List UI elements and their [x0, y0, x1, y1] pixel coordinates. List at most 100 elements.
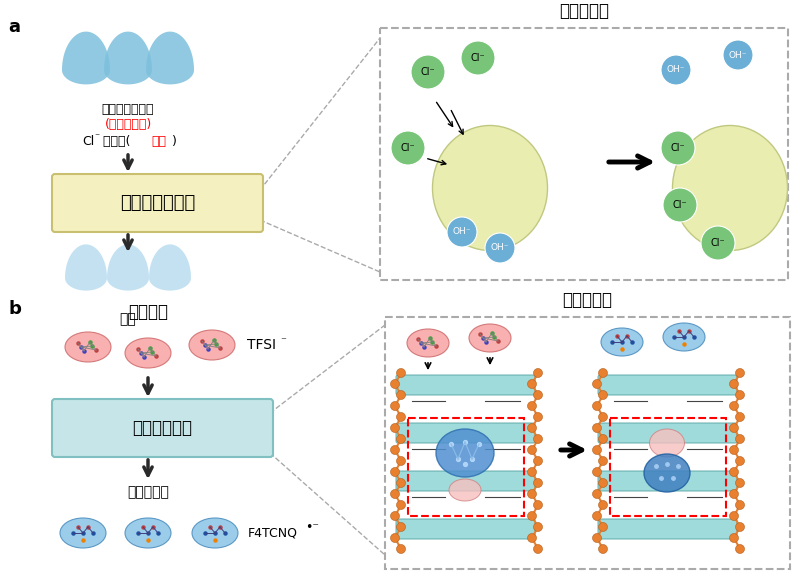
Text: 阴离子交换: 阴离子交换 — [562, 291, 612, 309]
Ellipse shape — [469, 324, 511, 352]
Circle shape — [593, 402, 602, 411]
Text: Cl⁻: Cl⁻ — [710, 238, 726, 248]
Circle shape — [527, 402, 537, 411]
FancyBboxPatch shape — [396, 375, 535, 395]
Polygon shape — [149, 244, 191, 291]
Circle shape — [527, 490, 537, 499]
Ellipse shape — [449, 479, 481, 501]
Circle shape — [598, 391, 607, 399]
Circle shape — [598, 522, 607, 531]
Circle shape — [485, 233, 515, 263]
Polygon shape — [62, 31, 110, 85]
Circle shape — [534, 412, 542, 422]
Circle shape — [661, 131, 695, 165]
Text: ): ) — [172, 135, 177, 148]
Circle shape — [593, 467, 602, 476]
Text: 高分子半导体: 高分子半导体 — [133, 419, 193, 437]
Circle shape — [598, 500, 607, 510]
Circle shape — [527, 534, 537, 542]
Circle shape — [390, 423, 399, 432]
Circle shape — [390, 402, 399, 411]
Ellipse shape — [433, 125, 547, 251]
Circle shape — [730, 402, 738, 411]
Text: 离子: 离子 — [151, 135, 166, 148]
Text: 阴离子交换树脂: 阴离子交换树脂 — [120, 194, 195, 212]
FancyBboxPatch shape — [396, 471, 535, 491]
Text: ⁻: ⁻ — [94, 132, 99, 142]
Circle shape — [534, 456, 542, 466]
Circle shape — [527, 511, 537, 521]
Circle shape — [391, 131, 425, 165]
Polygon shape — [65, 244, 107, 291]
Circle shape — [735, 545, 745, 554]
Circle shape — [397, 500, 406, 510]
Ellipse shape — [673, 125, 787, 251]
Circle shape — [730, 446, 738, 455]
Circle shape — [397, 522, 406, 531]
Circle shape — [661, 55, 691, 85]
Circle shape — [593, 534, 602, 542]
Circle shape — [397, 545, 406, 554]
Text: a: a — [8, 18, 20, 36]
Text: 离子液体: 离子液体 — [128, 303, 168, 321]
Ellipse shape — [60, 518, 106, 548]
Circle shape — [397, 368, 406, 378]
Ellipse shape — [125, 338, 171, 368]
Circle shape — [390, 490, 399, 499]
Circle shape — [411, 55, 445, 89]
Circle shape — [735, 412, 745, 422]
Circle shape — [735, 500, 745, 510]
Text: 阴离子交换: 阴离子交换 — [559, 2, 609, 20]
FancyBboxPatch shape — [598, 519, 737, 539]
FancyBboxPatch shape — [598, 471, 737, 491]
Circle shape — [730, 511, 738, 521]
Text: Cl⁻: Cl⁻ — [673, 200, 687, 210]
Circle shape — [593, 423, 602, 432]
Circle shape — [390, 379, 399, 388]
Polygon shape — [146, 31, 194, 85]
Circle shape — [527, 446, 537, 455]
Ellipse shape — [663, 323, 705, 351]
Circle shape — [534, 435, 542, 443]
Text: 掺杂剂分子: 掺杂剂分子 — [127, 485, 169, 499]
FancyBboxPatch shape — [52, 399, 273, 457]
Circle shape — [397, 479, 406, 487]
Circle shape — [527, 423, 537, 432]
Circle shape — [701, 226, 735, 260]
Ellipse shape — [189, 330, 235, 360]
Text: Cl⁻: Cl⁻ — [401, 143, 415, 153]
Circle shape — [593, 446, 602, 455]
Circle shape — [730, 534, 738, 542]
Text: イオン(: イオン( — [99, 135, 130, 148]
Text: OH⁻: OH⁻ — [490, 244, 510, 252]
Circle shape — [735, 391, 745, 399]
FancyBboxPatch shape — [52, 174, 263, 232]
Text: F4TCNQ: F4TCNQ — [248, 526, 298, 539]
Ellipse shape — [644, 454, 690, 492]
FancyBboxPatch shape — [598, 423, 737, 443]
Circle shape — [663, 188, 697, 222]
Circle shape — [593, 490, 602, 499]
FancyBboxPatch shape — [396, 519, 535, 539]
Circle shape — [598, 545, 607, 554]
Circle shape — [735, 368, 745, 378]
Circle shape — [735, 435, 745, 443]
Ellipse shape — [125, 518, 171, 548]
Ellipse shape — [650, 429, 685, 457]
Circle shape — [534, 522, 542, 531]
FancyBboxPatch shape — [385, 317, 790, 569]
Circle shape — [390, 534, 399, 542]
Ellipse shape — [407, 329, 449, 357]
Ellipse shape — [65, 332, 111, 362]
Circle shape — [735, 456, 745, 466]
Text: Cl: Cl — [82, 135, 94, 148]
Circle shape — [730, 423, 738, 432]
Circle shape — [730, 467, 738, 476]
Circle shape — [598, 368, 607, 378]
Circle shape — [397, 435, 406, 443]
Ellipse shape — [436, 429, 494, 477]
Text: OH⁻: OH⁻ — [729, 50, 747, 59]
Polygon shape — [107, 244, 149, 291]
Ellipse shape — [601, 328, 643, 356]
Text: (含杂质的水): (含杂质的水) — [104, 118, 152, 131]
